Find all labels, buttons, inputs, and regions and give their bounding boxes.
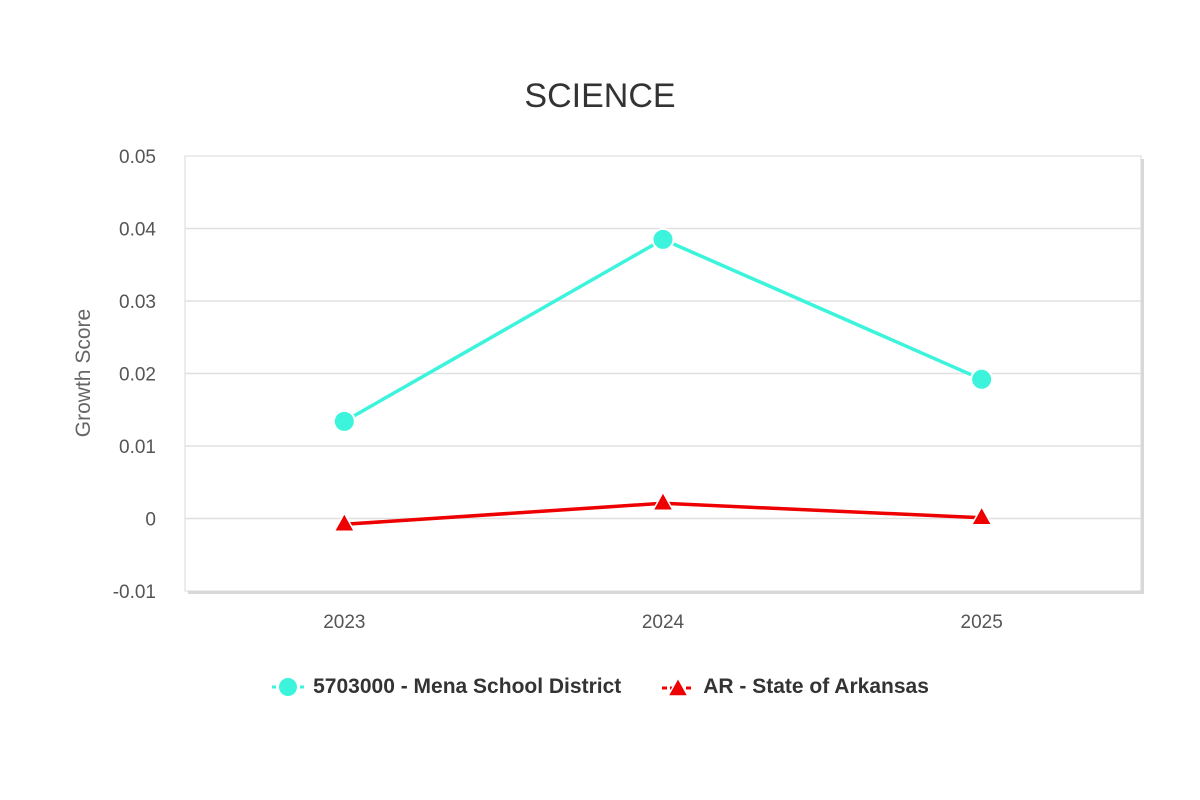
legend-item-arkansas[interactable]: AR - State of Arkansas: [661, 675, 929, 699]
data-point-triangle[interactable]: [333, 511, 356, 533]
legend: 5703000 - Mena School District AR - Stat…: [0, 670, 1200, 704]
y-tick-label: 0.05: [119, 147, 156, 168]
legend-circle-marker-icon: [272, 676, 305, 698]
legend-label-mena: 5703000 - Mena School District: [313, 675, 622, 698]
y-tick-label: -0.01: [113, 582, 156, 603]
y-axis-label: Growth Score: [72, 309, 95, 437]
legend-triangle-marker-icon: [662, 676, 695, 697]
x-axis-ticks: 2023 2024 2025: [323, 612, 1003, 633]
y-tick-label: 0.04: [119, 220, 156, 241]
y-tick-label: 0.01: [119, 437, 156, 458]
data-point-triangle[interactable]: [970, 505, 993, 526]
x-tick-label: 2025: [961, 612, 1003, 633]
series-layer: [332, 227, 994, 533]
x-tick-label: 2024: [642, 612, 685, 633]
y-tick-label: 0: [145, 510, 156, 531]
y-tick-label: 0.02: [119, 365, 156, 386]
legend-item-mena[interactable]: 5703000 - Mena School District: [271, 675, 621, 699]
chart-title: SCIENCE: [524, 77, 675, 115]
data-point-circle[interactable]: [332, 409, 356, 433]
y-axis-ticks: -0.01 0 0.01 0.02 0.03 0.04 0.05: [113, 147, 157, 603]
y-tick-label: 0.03: [119, 292, 156, 313]
plot-area: [184, 155, 1144, 594]
series-0: [332, 227, 994, 433]
data-point-circle[interactable]: [651, 227, 675, 251]
x-tick-label: 2023: [323, 612, 365, 633]
data-point-circle[interactable]: [970, 367, 994, 391]
series-1: [333, 490, 993, 533]
data-point-triangle[interactable]: [651, 490, 675, 512]
legend-label-arkansas: AR - State of Arkansas: [703, 675, 929, 698]
